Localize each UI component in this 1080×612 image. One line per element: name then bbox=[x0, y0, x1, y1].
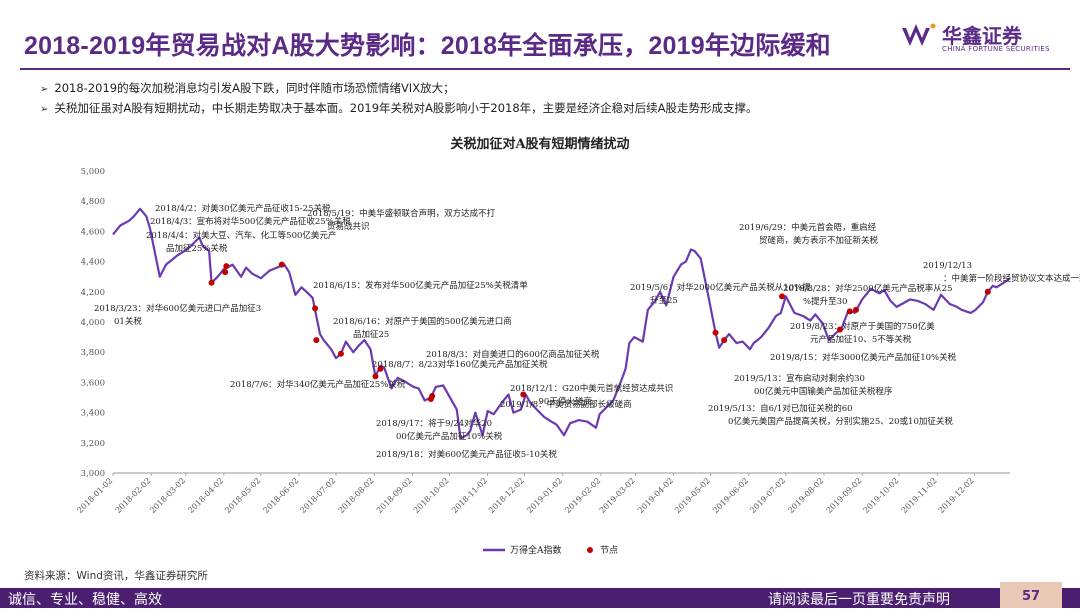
annotation-label: 2019/8/15：对华3000亿美元产品加征10%关税 bbox=[770, 352, 957, 363]
node-point bbox=[372, 373, 379, 380]
annotation-label: 2018/5/19：中美华盛顿联合声明，双方达成不打贸易战共识 bbox=[307, 208, 496, 232]
annotation-label: 2019/1/8：中美贸易副部长级磋商 bbox=[500, 399, 632, 410]
fortune-logo-icon bbox=[902, 23, 936, 46]
x-tick-label: 2018-05-02 bbox=[223, 476, 262, 515]
footer-bar: 诚信、专业、稳健、高效 请阅读最后一页重要免责声明 bbox=[0, 588, 1080, 608]
node-point bbox=[223, 263, 230, 270]
footer-slogan: 诚信、专业、稳健、高效 bbox=[8, 592, 162, 608]
y-tick-label: 4,400 bbox=[81, 258, 105, 268]
source-note: 资料来源：Wind资讯，华鑫证券研究所 bbox=[24, 570, 208, 582]
node-point bbox=[278, 261, 285, 268]
annotation-label: 2018/6/16：对原产于美国的500亿美元进口商品加征25 bbox=[333, 316, 512, 340]
bullet-text: 关税加征虽对A股有短期扰动，中长期走势取决于基本面。2019年关税对A股影响小于… bbox=[54, 101, 758, 115]
bullet-item: ➢ 2018-2019的每次加税消息均引发A股下跌，同时伴随市场恐慌情绪VIX放大… bbox=[40, 80, 455, 96]
annotation-label: 2018/3/23：对华600亿美元进口产品加征3 01关税 bbox=[94, 303, 261, 327]
x-tick-label: 2019-06-02 bbox=[711, 476, 750, 515]
x-tick-label: 2018-03-02 bbox=[148, 476, 187, 515]
legend-label-node: 节点 bbox=[600, 545, 618, 556]
node-point bbox=[429, 392, 436, 399]
node-point bbox=[377, 365, 384, 372]
bullet-text: 2018-2019的每次加税消息均引发A股下跌，同时伴随市场恐慌情绪VIX放大； bbox=[54, 81, 455, 95]
arrow-bullet-icon: ➢ bbox=[40, 104, 49, 115]
chart-title: 关税加征对A股有短期情绪扰动 bbox=[450, 137, 630, 152]
x-tick-label: 2018-09-02 bbox=[375, 476, 414, 515]
page-number: 57 bbox=[1000, 582, 1062, 608]
x-tick-label: 2019-02-02 bbox=[563, 476, 602, 515]
node-point bbox=[984, 288, 991, 295]
node-point bbox=[846, 308, 853, 315]
annotation-label: 2019/6/29：中美元首会晤，重启经贸磋商，美方表示不加征新关税 bbox=[739, 222, 879, 246]
annotation-label: 2018/9/17：将于9/24对华20 00亿美元产品加征10%关税 bbox=[376, 418, 503, 442]
y-tick-label: 3,800 bbox=[81, 348, 105, 358]
node-point bbox=[712, 329, 719, 336]
legend-label-wind-a-index: 万得全A指数 bbox=[510, 544, 562, 556]
x-tick-label: 2018-06-02 bbox=[261, 476, 300, 515]
y-tick-label: 3,400 bbox=[81, 409, 105, 419]
slide-title: 2018-2019年贸易战对A股大势影响：2018年全面承压，2019年边际缓和 bbox=[24, 32, 831, 60]
footer-disclaimer: 请阅读最后一页重要免责声明 bbox=[768, 592, 950, 608]
x-tick-label: 2018-04-02 bbox=[186, 476, 225, 515]
annotation-label: 2018/8/7：8/23对华160亿美元产品加征关税 bbox=[372, 359, 548, 370]
y-tick-label: 3,600 bbox=[81, 378, 105, 388]
arrow-bullet-icon: ➢ bbox=[40, 84, 49, 95]
annotation-label: 2019/8/23：对原产于美国的750亿美元产品加征10、5不等关税 bbox=[790, 321, 935, 345]
y-tick-label: 3,200 bbox=[81, 439, 105, 449]
node-point bbox=[337, 350, 344, 357]
x-tick-label: 2019-10-02 bbox=[862, 476, 901, 515]
node-point bbox=[852, 306, 859, 313]
x-tick-label: 2018-11-02 bbox=[450, 476, 489, 515]
node-point bbox=[721, 337, 728, 344]
node-point bbox=[836, 326, 843, 333]
annotation-label: 2019/5/13：宣布启动对剩余约30 00亿美元中国输美产品加征关税程序 bbox=[734, 373, 893, 397]
x-tick-label: 2019-01-02 bbox=[525, 476, 564, 515]
y-tick-label: 4,000 bbox=[81, 318, 105, 328]
y-tick-label: 4,800 bbox=[81, 197, 105, 207]
annotation-label: 2018/12/1：G20中美元首就经贸达成共识，90天停火磋商 bbox=[510, 383, 673, 407]
annotation-label: 2019/5/6：对华2000亿美元产品关税从10%提升至25 bbox=[630, 282, 811, 306]
legend-dot-swatch bbox=[587, 547, 593, 553]
annotation-label: 2018/7/6：对华340亿美元产品加征25%关税 bbox=[230, 379, 406, 390]
x-tick-label: 2019-03-02 bbox=[598, 476, 637, 515]
node-point bbox=[313, 337, 320, 344]
series-line-wind-a-index bbox=[112, 207, 1011, 440]
annotation-label: 2019/5/13：自6/1对已加征关税的60 0亿美元美国产品提高关税，分别实施… bbox=[708, 403, 953, 427]
x-tick-label: 2018-10-02 bbox=[412, 476, 451, 515]
annotation-label: 2018/4/4：对美大豆、汽车、化工等500亿美元产品加征25%关税 bbox=[146, 230, 336, 254]
annotation-label: 2019/12/13 ：中美第一阶段经贸协议文本达成一致 bbox=[923, 261, 1080, 284]
x-tick-label: 2018-01-02 bbox=[75, 476, 114, 515]
line-chart: 3,000 3,200 3,400 3,600 3,800 4,000 4,200 4,400… bbox=[75, 167, 1080, 556]
x-tick-label: 2019-07-02 bbox=[748, 476, 787, 515]
annotation-label: 2018/4/3：宣布将对华500亿美元产品征收25%关税 bbox=[150, 216, 351, 227]
logo-english-name: CHINA FORTUNE SECURITIES bbox=[942, 45, 1050, 53]
x-tick-label: 2019-09-02 bbox=[825, 476, 864, 515]
node-point bbox=[779, 293, 786, 300]
x-tick-label: 2019-08-02 bbox=[786, 476, 825, 515]
node-point bbox=[520, 391, 527, 398]
y-tick-label: 4,600 bbox=[81, 227, 105, 237]
y-tick-label: 3,000 bbox=[81, 469, 105, 479]
title-divider bbox=[20, 68, 1070, 70]
x-tick-label: 2018-07-02 bbox=[298, 476, 337, 515]
x-tick-label: 2019-05-02 bbox=[673, 476, 712, 515]
x-tick-label: 2018-08-02 bbox=[337, 476, 376, 515]
y-tick-label: 5,000 bbox=[81, 167, 105, 177]
annotation-label: 2018/4/2：对美30亿美元产品征收15-25关税 bbox=[155, 203, 331, 214]
logo-chinese-name: 华鑫证券 bbox=[942, 24, 1022, 48]
x-tick-label: 2019-11-02 bbox=[900, 476, 939, 515]
bullet-item: ➢ 关税加征虽对A股有短期扰动，中长期走势取决于基本面。2019年关税对A股影响小… bbox=[40, 100, 758, 116]
annotation-label: 2018/9/18：对美600亿美元产品征收5-10关税 bbox=[376, 449, 557, 460]
x-tick-label: 2018-12-02 bbox=[487, 476, 526, 515]
node-point bbox=[312, 305, 319, 312]
x-tick-label: 2019-12-02 bbox=[937, 476, 976, 515]
x-tick-label: 2018-02-02 bbox=[114, 476, 153, 515]
node-point bbox=[208, 279, 215, 286]
annotation-label: 2018/8/3：对自美进口的600亿商品加征关税 bbox=[426, 349, 600, 360]
y-tick-label: 4,200 bbox=[81, 288, 105, 298]
x-tick-label: 2019-04-02 bbox=[636, 476, 675, 515]
annotation-label: 2018/6/15：发布对华500亿美元产品加征25%关税清单 bbox=[313, 280, 528, 291]
brand-logo: 华鑫证券 CHINA FORTUNE SECURITIES bbox=[900, 18, 1070, 60]
node-point bbox=[222, 269, 229, 276]
annotation-label: 2019/8/28：对华2500亿美元产品税率从25 %提升至30 bbox=[783, 283, 953, 307]
